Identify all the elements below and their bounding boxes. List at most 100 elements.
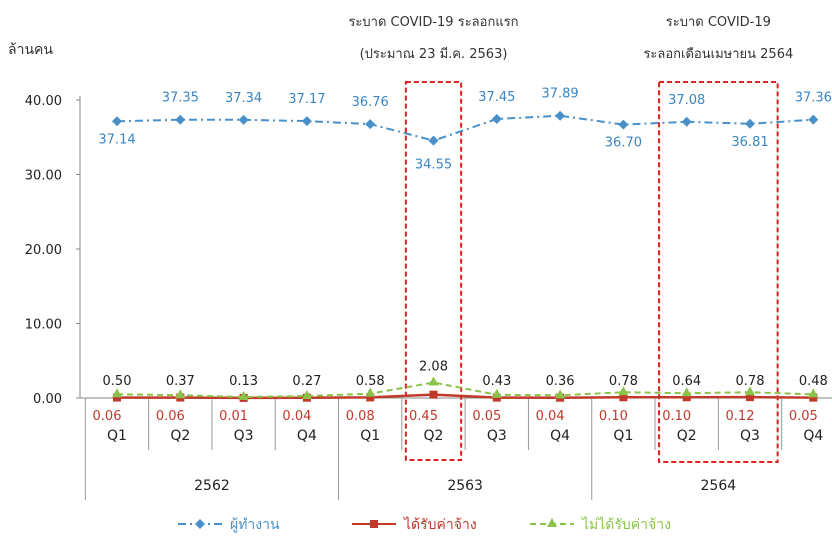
data-point-square	[746, 393, 754, 402]
data-label: 0.08	[346, 409, 375, 424]
data-label: 0.10	[599, 409, 628, 424]
year-label: 2562	[194, 478, 230, 494]
data-point-triangle	[618, 386, 629, 396]
series-line-2	[116, 381, 814, 399]
series-line-0	[116, 114, 814, 142]
data-label: 0.64	[672, 374, 701, 389]
x-tick-label: Q4	[550, 428, 570, 444]
covid-annotation-text: ระบาด COVID-19	[666, 15, 771, 30]
covid-annotation-text: (ประมาณ 23 มี.ค. 2563)	[360, 46, 508, 62]
year-label: 2564	[701, 478, 737, 494]
data-point-diamond	[175, 114, 186, 125]
data-point-square	[113, 393, 121, 402]
data-point-triangle	[175, 389, 186, 399]
data-point-diamond	[681, 116, 692, 127]
data-label: 0.78	[736, 374, 765, 389]
data-point-diamond	[745, 118, 755, 129]
data-label: 36.70	[605, 136, 642, 151]
data-label: 36.76	[352, 95, 389, 110]
data-point-triangle	[808, 388, 819, 398]
data-point-diamond	[555, 110, 566, 121]
data-label: 37.08	[668, 93, 705, 108]
data-label: 0.48	[799, 374, 828, 389]
legend-label: ผู้ทำงาน	[230, 517, 280, 533]
data-point-diamond	[428, 135, 439, 146]
data-label: 0.06	[93, 409, 122, 424]
data-point-triangle	[745, 386, 755, 396]
data-label: 0.05	[472, 409, 501, 424]
data-label: 0.04	[282, 409, 311, 424]
data-label: 0.45	[409, 409, 438, 424]
legend-marker	[195, 519, 205, 529]
covid-highlight-box	[658, 81, 779, 463]
x-tick-label: Q1	[107, 428, 127, 444]
covid-annotation-text: ระบาด COVID-19 ระลอกแรก	[348, 15, 518, 30]
year-label: 2563	[447, 478, 483, 494]
data-point-diamond	[301, 116, 312, 127]
x-tick-label: Q4	[803, 428, 823, 444]
x-tick-label: Q2	[170, 428, 190, 444]
data-label: 0.12	[726, 409, 755, 424]
data-label: 0.37	[166, 374, 195, 389]
y-axis-title: ล้านคน	[8, 42, 53, 58]
data-point-square	[619, 393, 628, 402]
data-label: 37.36	[795, 91, 832, 106]
data-point-triangle	[238, 391, 249, 401]
x-tick-label: Q1	[360, 428, 380, 444]
data-point-square	[682, 393, 691, 402]
data-point-diamond	[112, 116, 122, 127]
data-label: 37.89	[541, 87, 578, 102]
data-label: 0.43	[482, 374, 511, 389]
data-label: 34.55	[415, 158, 452, 173]
y-tick-label: 10.00	[25, 318, 62, 333]
x-tick-label: Q2	[677, 428, 697, 444]
data-label: 0.78	[609, 374, 638, 389]
data-label: 37.14	[98, 132, 135, 147]
x-tick-label: Q3	[487, 428, 507, 444]
data-label: 0.06	[156, 409, 185, 424]
data-label: 0.36	[546, 374, 575, 389]
data-label: 0.05	[789, 409, 818, 424]
data-point-triangle	[301, 389, 312, 399]
y-tick-label: 40.00	[25, 94, 62, 109]
data-label: 0.13	[229, 374, 258, 389]
data-label: 36.81	[731, 135, 768, 150]
data-point-diamond	[618, 119, 629, 130]
data-label: 2.08	[419, 360, 448, 375]
data-point-triangle	[428, 376, 439, 386]
data-point-diamond	[365, 119, 376, 130]
x-tick-label: Q4	[297, 428, 317, 444]
series-line-1	[117, 393, 814, 400]
x-tick-label: Q3	[740, 428, 760, 444]
data-point-triangle	[365, 387, 376, 397]
x-tick-label: Q3	[234, 428, 254, 444]
data-point-triangle	[112, 388, 122, 398]
data-label: 0.58	[356, 374, 385, 389]
data-label: 0.10	[662, 409, 691, 424]
x-tick-label: Q2	[424, 428, 444, 444]
legend-marker	[547, 518, 557, 527]
y-tick-label: 20.00	[25, 243, 62, 258]
data-point-square	[366, 393, 375, 402]
data-label: 37.35	[162, 91, 199, 106]
data-label: 0.50	[103, 374, 132, 389]
data-label: 37.17	[288, 92, 325, 107]
data-point-square	[809, 393, 818, 402]
y-tick-label: 30.00	[25, 169, 62, 184]
legend-marker	[370, 520, 378, 528]
legend-label: ได้รับค่าจ้าง	[403, 516, 477, 533]
data-point-diamond	[238, 114, 249, 125]
covid-highlight-box	[404, 81, 463, 461]
data-label: 0.01	[219, 409, 248, 424]
data-point-square	[429, 390, 438, 399]
legend-label: ไม่ได้รับค่าจ้าง	[581, 516, 671, 533]
data-label: 0.27	[292, 374, 321, 389]
y-tick-label: 0.00	[33, 392, 62, 407]
data-label: 37.45	[478, 90, 515, 105]
data-point-triangle	[491, 388, 502, 398]
data-point-triangle	[681, 387, 692, 397]
data-point-triangle	[555, 389, 566, 399]
data-point-diamond	[808, 114, 819, 125]
x-tick-label: Q1	[613, 428, 633, 444]
